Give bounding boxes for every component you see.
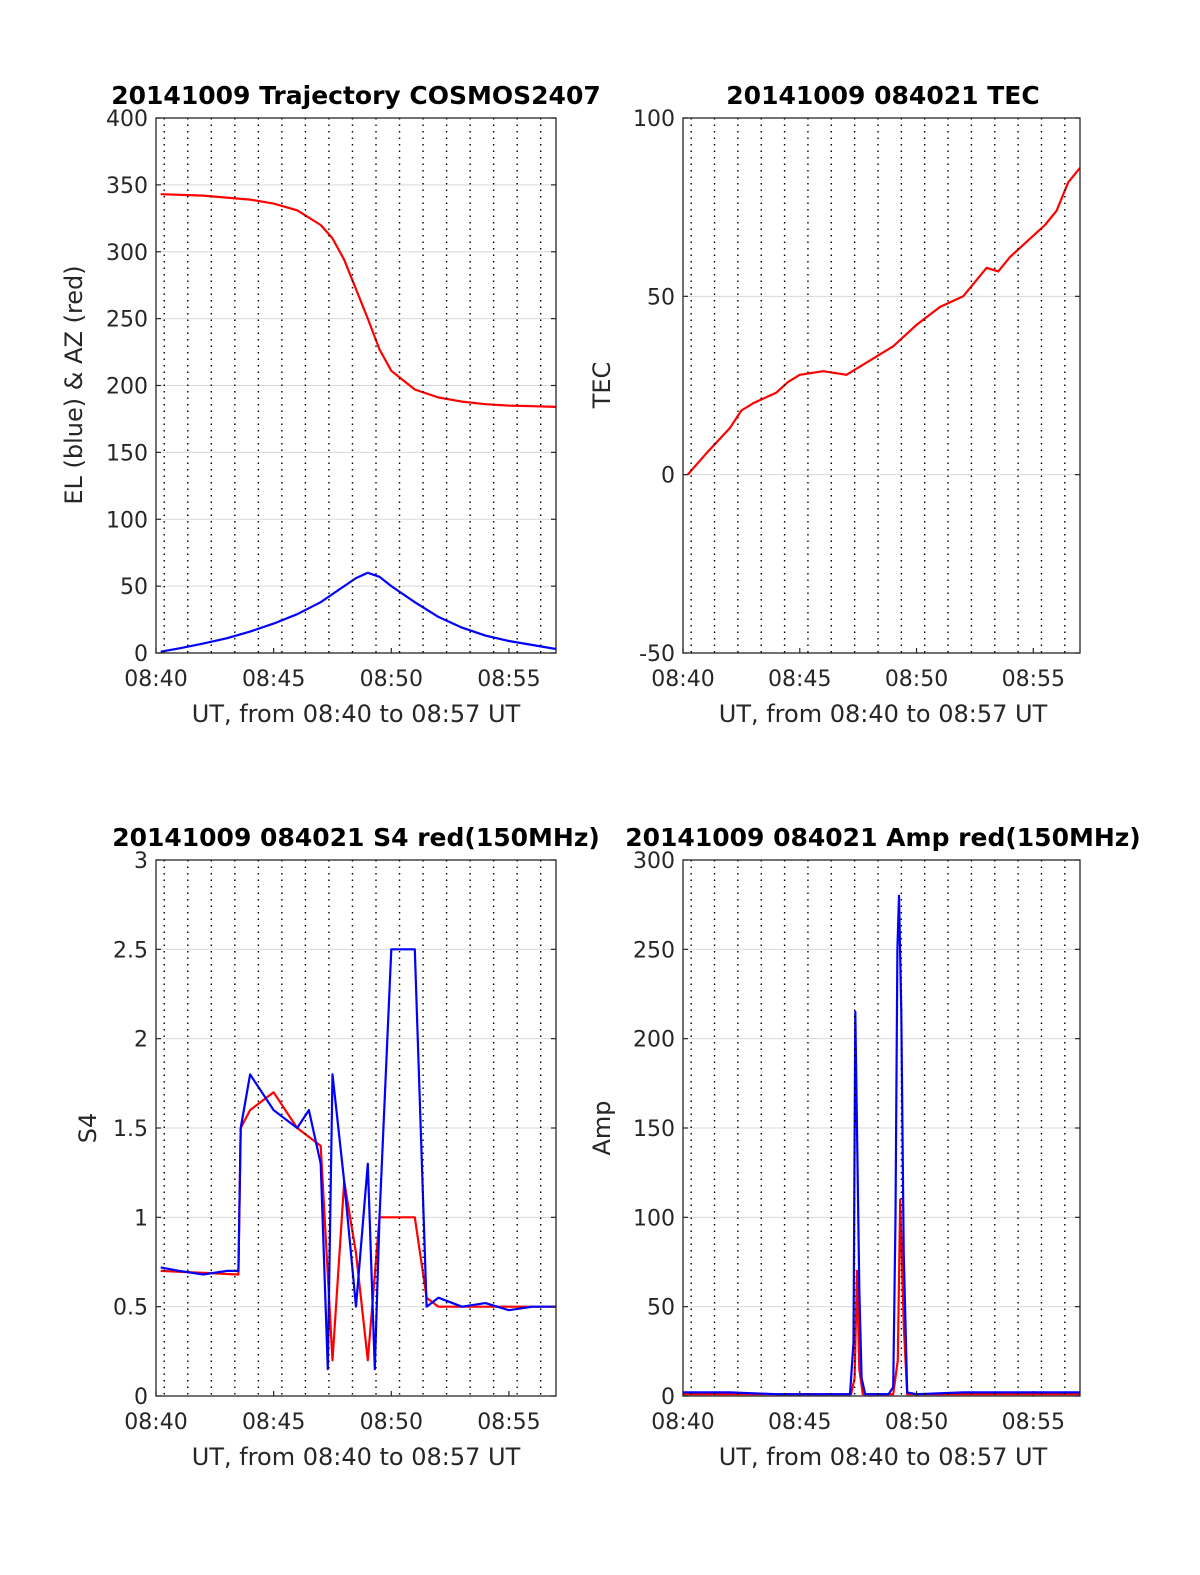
x-tick-label: 08:40: [651, 1410, 714, 1435]
series-group: [160, 948, 556, 1371]
y-tick-label: 2.5: [113, 938, 148, 963]
series-line-red: [160, 1091, 556, 1362]
y-tick-label: 0: [661, 1385, 675, 1410]
y-tick-label: 0: [661, 464, 675, 489]
y-tick-label: 0.5: [113, 1296, 148, 1321]
y-tick-label: 0: [134, 642, 148, 667]
series-line-blue: [160, 571, 556, 653]
y-tick-label: 250: [633, 938, 675, 963]
y-tick-label: 100: [633, 107, 675, 132]
y-tick-label: 50: [120, 575, 148, 600]
y-tick-label: 100: [106, 508, 148, 533]
x-axis-label: UT, from 08:40 to 08:57 UT: [192, 1443, 521, 1471]
series-group: [686, 167, 1080, 476]
x-tick-label: 08:45: [768, 667, 831, 692]
x-tick-label: 08:45: [242, 1410, 305, 1435]
chart-title: 20141009 084021 Amp red(150MHz): [625, 823, 1141, 852]
series-group: [160, 193, 556, 653]
y-axis-label: S4: [74, 1113, 102, 1144]
y-tick-label: 250: [106, 308, 148, 333]
panel-tec: 20141009 084021 TEC UT, from 08:40 to 08…: [588, 81, 1048, 728]
plot-area-s4: 0 0.5 1 1.5 2 2.5 3 08:40 08:45 08:50 08:55: [113, 849, 557, 1435]
x-tick-label: 08:45: [242, 667, 305, 692]
y-tick-label: 200: [633, 1028, 675, 1053]
x-tick-label: 08:50: [885, 667, 948, 692]
x-tick-label: 08:40: [124, 1410, 187, 1435]
y-tick-label: -50: [639, 642, 675, 667]
series-line-red: [160, 193, 556, 408]
panel-s4: 20141009 084021 S4 red(150MHz) UT, from …: [74, 823, 600, 1471]
y-tick-label: 350: [106, 174, 148, 199]
series-line-blue: [160, 948, 556, 1371]
x-axis-label: UT, from 08:40 to 08:57 UT: [719, 1443, 1048, 1471]
y-tick-label: 300: [633, 849, 675, 874]
x-tick-label: 08:40: [124, 667, 187, 692]
plot-area-amp: 0 50 100 150 200 250 300 08:40 08:45 08:50 08:55: [633, 849, 1081, 1435]
x-tick-label: 08:55: [1002, 1410, 1065, 1435]
y-tick-label: 2: [134, 1028, 148, 1053]
x-axis-label: UT, from 08:40 to 08:57 UT: [192, 700, 521, 728]
x-tick-label: 08:50: [885, 1410, 948, 1435]
x-tick-label: 08:45: [768, 1410, 831, 1435]
y-tick-label: 400: [106, 107, 148, 132]
y-tick-label: 150: [633, 1117, 675, 1142]
y-tick-label: 0: [134, 1385, 148, 1410]
x-tick-label: 08:40: [651, 667, 714, 692]
y-tick-label: 100: [633, 1206, 675, 1231]
x-tick-label: 08:50: [360, 667, 423, 692]
plot-background: [683, 118, 1080, 653]
panel-trajectory: 20141009 Trajectory COSMOS2407 UT, from …: [60, 81, 601, 728]
y-axis-label: TEC: [588, 362, 616, 410]
series-line-red: [686, 167, 1080, 476]
chart-title: 20141009 Trajectory COSMOS2407: [111, 81, 601, 110]
y-tick-label: 300: [106, 241, 148, 266]
y-tick-label: 3: [134, 849, 148, 874]
chart-title: 20141009 084021 TEC: [726, 81, 1039, 110]
y-tick-label: 1: [134, 1206, 148, 1231]
y-axis-label: Amp: [588, 1100, 616, 1155]
y-tick-label: 1.5: [113, 1117, 148, 1142]
x-tick-label: 08:55: [1002, 667, 1065, 692]
plot-area-tec: -50 0 50 100 08:40 08:45 08:50 08:55: [633, 107, 1081, 692]
y-tick-label: 200: [106, 375, 148, 400]
x-tick-label: 08:55: [477, 667, 540, 692]
y-axis-label: EL (blue) & AZ (red): [60, 265, 88, 504]
x-tick-label: 08:55: [477, 1410, 540, 1435]
x-axis-label: UT, from 08:40 to 08:57 UT: [719, 700, 1048, 728]
y-tick-label: 50: [647, 1296, 675, 1321]
x-tick-label: 08:50: [360, 1410, 423, 1435]
y-tick-label: 150: [106, 441, 148, 466]
y-tick-label: 50: [647, 285, 675, 310]
panel-amp: 20141009 084021 Amp red(150MHz) UT, from…: [588, 823, 1141, 1471]
plot-area-traj: 0 50 100 150 200 250 300 350 400 08:40 08:45 08:50 0…: [106, 107, 557, 692]
axes-frame: [682, 117, 1081, 654]
chart-title: 20141009 084021 S4 red(150MHz): [112, 823, 600, 852]
series-line-blue: [683, 894, 1080, 1396]
